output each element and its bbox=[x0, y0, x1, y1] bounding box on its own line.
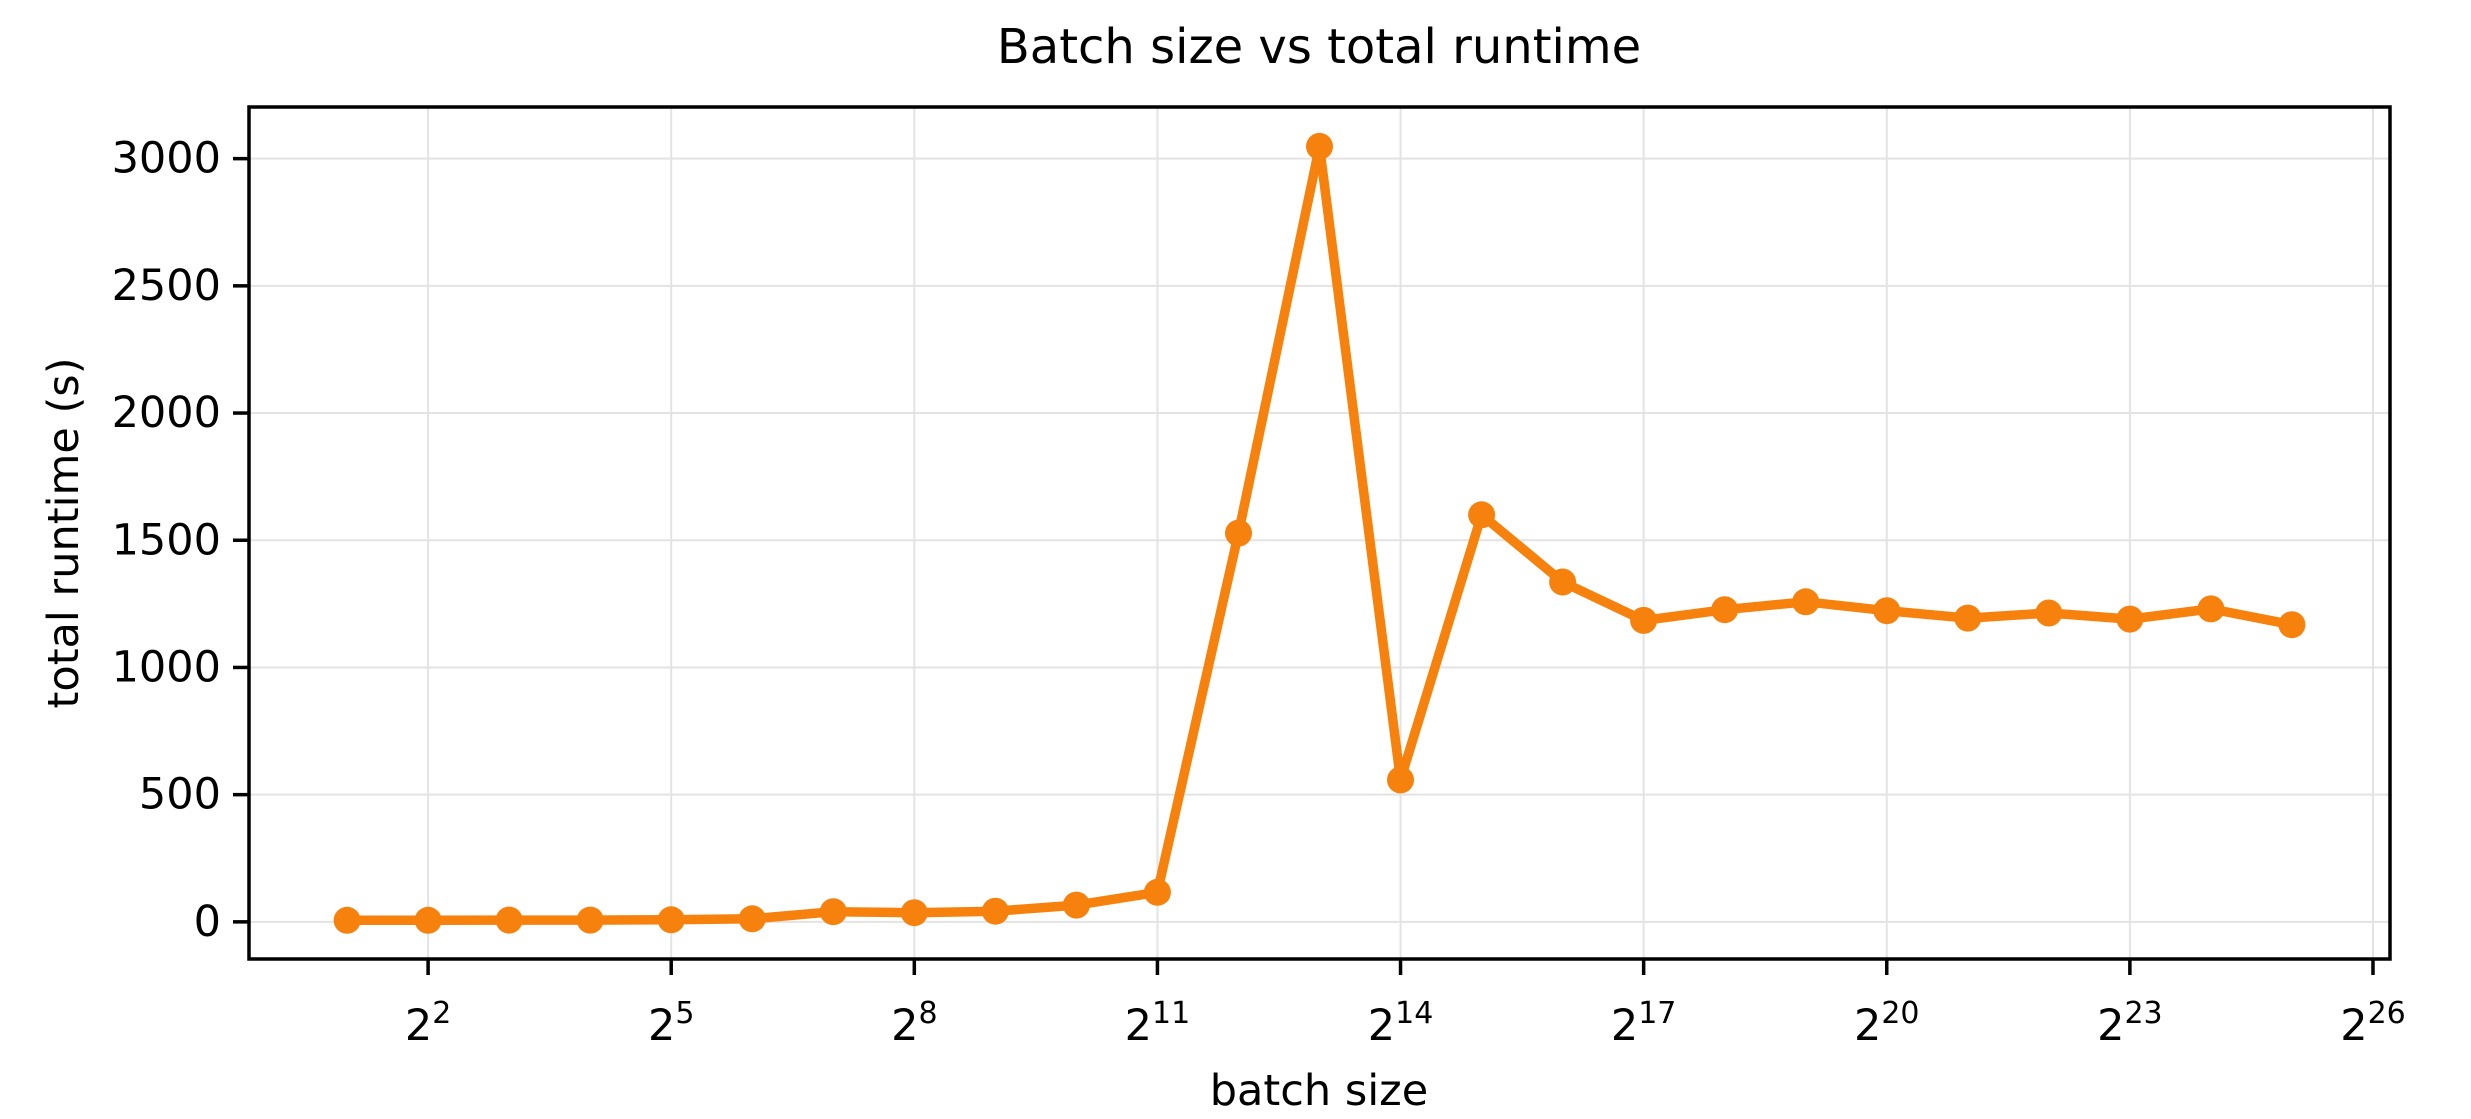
grid-layer bbox=[249, 107, 2390, 959]
y-tick-label: 3000 bbox=[112, 134, 221, 184]
data-point-marker bbox=[1711, 596, 1739, 624]
plot-spines bbox=[247, 105, 2392, 961]
data-point-marker bbox=[2035, 599, 2063, 627]
data-point-marker bbox=[414, 906, 442, 934]
data-point-marker bbox=[1792, 588, 1820, 616]
y-tick-label: 2500 bbox=[112, 261, 221, 311]
data-point-marker bbox=[576, 906, 604, 934]
data-point-marker bbox=[1225, 519, 1252, 547]
y-tick-label: 500 bbox=[139, 770, 221, 820]
data-point-marker bbox=[495, 906, 523, 934]
y-tick-label: 0 bbox=[194, 897, 221, 947]
data-point-marker bbox=[738, 905, 766, 933]
x-tick-label: 22 bbox=[405, 996, 451, 1051]
data-point-marker bbox=[1549, 568, 1577, 596]
data-point-marker bbox=[1387, 766, 1414, 794]
x-tick-label: 217 bbox=[1611, 996, 1677, 1051]
data-point-marker bbox=[657, 906, 685, 934]
data-series-layer bbox=[333, 132, 2306, 934]
data-point-marker bbox=[333, 906, 361, 934]
x-tick-label: 25 bbox=[648, 996, 694, 1051]
data-point-marker bbox=[1630, 606, 1658, 634]
chart-title: Batch size vs total runtime bbox=[997, 19, 1641, 75]
data-point-marker bbox=[1306, 132, 1333, 160]
data-point-marker bbox=[2116, 605, 2144, 633]
data-line bbox=[342, 141, 2297, 926]
data-point-marker bbox=[1143, 878, 1171, 906]
x-tick-label: 211 bbox=[1125, 996, 1191, 1051]
data-point-marker bbox=[1954, 604, 1982, 632]
tick-layer: 0 500 1000 1500 2000 2500 3000 22 25 28 211 214 217 2… bbox=[112, 134, 2406, 1051]
data-point-marker bbox=[900, 899, 928, 927]
data-point-marker bbox=[2278, 611, 2306, 639]
data-point-marker bbox=[819, 898, 847, 926]
y-tick-label: 1500 bbox=[112, 515, 221, 565]
y-tick-label: 2000 bbox=[112, 388, 221, 438]
x-tick-label: 226 bbox=[2340, 996, 2406, 1051]
axes-layer bbox=[247, 105, 2392, 961]
x-axis-label: batch size bbox=[1210, 1066, 1428, 1116]
y-axis-label: total runtime (s) bbox=[39, 358, 89, 709]
x-tick-label: 223 bbox=[2097, 996, 2163, 1051]
data-point-marker bbox=[2197, 595, 2225, 623]
data-point-marker bbox=[1062, 891, 1090, 919]
x-tick-label: 214 bbox=[1368, 996, 1434, 1051]
x-tick-label: 28 bbox=[891, 996, 937, 1051]
y-tick-label: 1000 bbox=[112, 642, 221, 692]
x-tick-label: 220 bbox=[1854, 996, 1920, 1051]
data-point-marker bbox=[1873, 597, 1901, 625]
data-point-marker bbox=[1468, 501, 1496, 529]
data-point-marker bbox=[981, 897, 1009, 925]
